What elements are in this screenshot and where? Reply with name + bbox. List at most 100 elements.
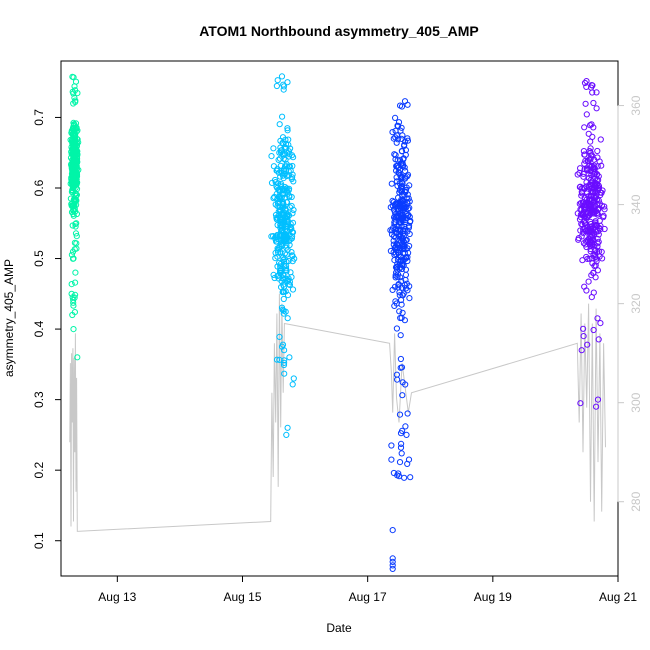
data-point (74, 354, 81, 361)
data-point (404, 101, 411, 108)
data-point (268, 233, 275, 240)
data-point (581, 166, 588, 173)
data-point (70, 202, 77, 209)
data-point (398, 160, 405, 167)
data-point (70, 326, 77, 333)
data-point (397, 254, 404, 261)
data-point (398, 440, 405, 447)
data-point (281, 170, 288, 178)
data-point (279, 288, 287, 295)
data-point (270, 145, 277, 152)
data-point (398, 174, 405, 181)
data-point (591, 241, 598, 248)
data-point (396, 216, 403, 223)
data-point (594, 147, 601, 155)
data-point (69, 311, 76, 319)
data-point (401, 141, 408, 148)
data-point (288, 274, 295, 281)
chart-title: ATOM1 Northbound asymmetry_405_AMP (199, 23, 479, 39)
data-point (282, 206, 289, 213)
data-point (275, 156, 282, 163)
data-point (393, 300, 400, 307)
data-point (592, 218, 599, 225)
plot-frame (60, 60, 619, 577)
data-point (583, 253, 590, 261)
data-point (275, 272, 282, 279)
data-point (594, 396, 602, 403)
data-point (71, 294, 78, 301)
data-point (276, 187, 283, 194)
data-point (588, 294, 595, 301)
data-point (388, 442, 395, 449)
data-point (577, 400, 584, 407)
data-point (73, 201, 80, 208)
data-point (273, 356, 281, 363)
x-axis-label: Date (326, 621, 352, 635)
data-point (72, 223, 79, 230)
data-point (71, 203, 78, 210)
data-point (596, 224, 603, 232)
data-point (594, 200, 601, 207)
data-point (401, 175, 409, 182)
data-point (594, 267, 602, 274)
data-point (290, 375, 297, 382)
data-point (394, 271, 402, 278)
data-point (394, 122, 401, 129)
data-point (73, 220, 80, 227)
data-point (590, 326, 597, 334)
data-point (589, 207, 596, 214)
data-point (581, 205, 589, 212)
data-point (73, 245, 80, 252)
data-point (589, 188, 596, 195)
data-point (578, 199, 585, 206)
data-point (281, 262, 288, 269)
data-point (277, 173, 284, 180)
data-point (272, 211, 280, 219)
data-point (278, 216, 285, 223)
data-point (277, 263, 284, 270)
data-point (285, 136, 292, 143)
data-point (595, 336, 602, 343)
data-point (280, 175, 287, 182)
data-point (399, 132, 406, 139)
data-point (585, 130, 592, 137)
data-point (392, 156, 399, 163)
data-point (587, 149, 594, 156)
data-point (392, 134, 399, 141)
data-point (586, 255, 593, 262)
data-point (290, 178, 297, 185)
data-point (69, 181, 76, 188)
data-point (399, 427, 406, 434)
data-point (574, 171, 581, 178)
data-point (394, 244, 401, 251)
data-point (277, 266, 284, 273)
data-point (593, 208, 600, 215)
data-point (397, 444, 405, 451)
data-point (584, 341, 591, 348)
data-point (389, 197, 396, 204)
data-point (281, 217, 288, 224)
data-point (68, 281, 75, 288)
y-tick-label: 0.3 (32, 391, 46, 408)
data-point (601, 206, 608, 213)
data-point (392, 114, 399, 122)
data-point (392, 127, 399, 134)
data-point (583, 202, 590, 209)
data-point (593, 171, 601, 178)
data-point (280, 272, 287, 279)
data-point (398, 450, 405, 457)
data-point (390, 135, 397, 142)
data-point (277, 224, 284, 231)
data-point (395, 119, 403, 126)
data-point (404, 137, 411, 144)
data-point (396, 411, 404, 418)
data-point (282, 194, 289, 201)
data-point (397, 355, 404, 363)
data-point (397, 206, 405, 213)
data-point (281, 214, 288, 222)
data-point (578, 347, 585, 354)
data-point (73, 233, 80, 240)
data-point (581, 283, 588, 290)
data-point (406, 295, 413, 302)
data-point (276, 356, 283, 363)
